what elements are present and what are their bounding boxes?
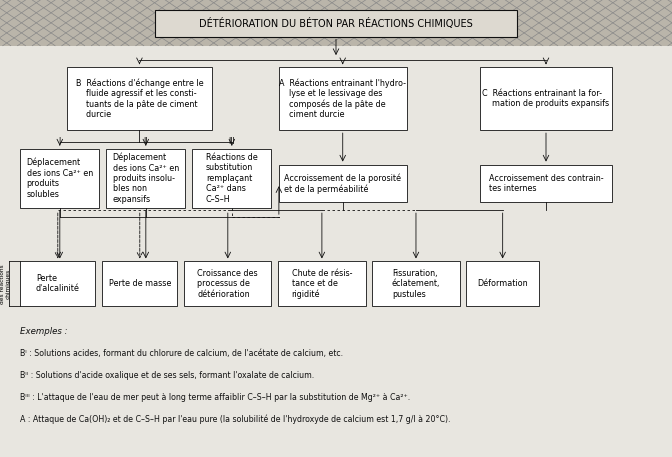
- Bar: [20, 261, 95, 306]
- Text: Exemples :: Exemples :: [20, 327, 68, 336]
- Bar: [67, 67, 212, 130]
- Bar: [0, 0, 672, 46]
- Bar: [279, 165, 407, 202]
- Text: Effets préjudiciables
des réactions
chimiques: Effets préjudiciables des réactions chim…: [0, 254, 11, 314]
- Bar: [466, 261, 539, 306]
- Bar: [278, 261, 366, 306]
- Text: Fissuration,
éclatement,
pustules: Fissuration, éclatement, pustules: [392, 269, 440, 299]
- Text: Bᴵ : Solutions acides, formant du chlorure de calcium, de l'acétate de calcium, : Bᴵ : Solutions acides, formant du chloru…: [20, 349, 343, 358]
- Bar: [192, 149, 271, 208]
- Text: Déplacement
des ions Ca²⁺ en
produits
solubles: Déplacement des ions Ca²⁺ en produits so…: [27, 158, 93, 199]
- Text: C  Réactions entrainant la for-
    mation de produits expansifs: C Réactions entrainant la for- mation de…: [482, 89, 610, 108]
- Text: Perte de masse: Perte de masse: [109, 279, 171, 288]
- Bar: [480, 165, 612, 202]
- Text: Accroissement de la porosité
et de la perméabilité: Accroissement de la porosité et de la pe…: [284, 173, 401, 193]
- Bar: [106, 149, 185, 208]
- Bar: [184, 261, 271, 306]
- Text: A  Réactions entrainant l'hydro-
    lyse et le lessivage des
    composés de la: A Réactions entrainant l'hydro- lyse et …: [280, 78, 406, 119]
- Bar: [279, 67, 407, 130]
- Bar: [155, 10, 517, 37]
- Text: A : Attaque de Ca(OH)₂ et de C–S–H par l'eau pure (la solubilité de l'hydroxyde : A : Attaque de Ca(OH)₂ et de C–S–H par l…: [20, 414, 451, 424]
- Text: Perte
d'alcalinité: Perte d'alcalinité: [36, 274, 80, 293]
- Text: Croissance des
processus de
détérioration: Croissance des processus de détérioratio…: [198, 269, 258, 299]
- Text: Déformation: Déformation: [477, 279, 528, 288]
- Text: DÉTÉRIORATION DU BÉTON PAR RÉACTIONS CHIMIQUES: DÉTÉRIORATION DU BÉTON PAR RÉACTIONS CHI…: [199, 18, 473, 29]
- Text: III: III: [228, 137, 235, 146]
- Text: Accroissement des contrain-
tes internes: Accroissement des contrain- tes internes: [489, 174, 603, 193]
- Bar: [372, 261, 460, 306]
- Text: Déplacement
des ions Ca²⁺ en
produits insolu-
bles non
expansifs: Déplacement des ions Ca²⁺ en produits in…: [113, 153, 179, 204]
- Bar: [480, 67, 612, 130]
- Text: I: I: [58, 137, 61, 146]
- Text: B  Réactions d'échange entre le
    fluide agressif et les consti-
    tuants de: B Réactions d'échange entre le fluide ag…: [76, 78, 203, 119]
- Text: Bᴵᴵ : Solutions d'acide oxalique et de ses sels, formant l'oxalate de calcium.: Bᴵᴵ : Solutions d'acide oxalique et de s…: [20, 371, 314, 380]
- Text: Chute de résis-
tance et de
rigidité: Chute de résis- tance et de rigidité: [292, 269, 352, 299]
- Bar: [102, 261, 177, 306]
- Text: Réactions de
substitution
remplaçant
Ca²⁺ dans
C–S–H: Réactions de substitution remplaçant Ca²…: [206, 153, 258, 203]
- Text: Bᴵᴵᴵ : L'attaque de l'eau de mer peut à long terme affaiblir C–S–H par la substi: Bᴵᴵᴵ : L'attaque de l'eau de mer peut à …: [20, 393, 411, 402]
- Text: II: II: [144, 137, 148, 146]
- Bar: [20, 149, 99, 208]
